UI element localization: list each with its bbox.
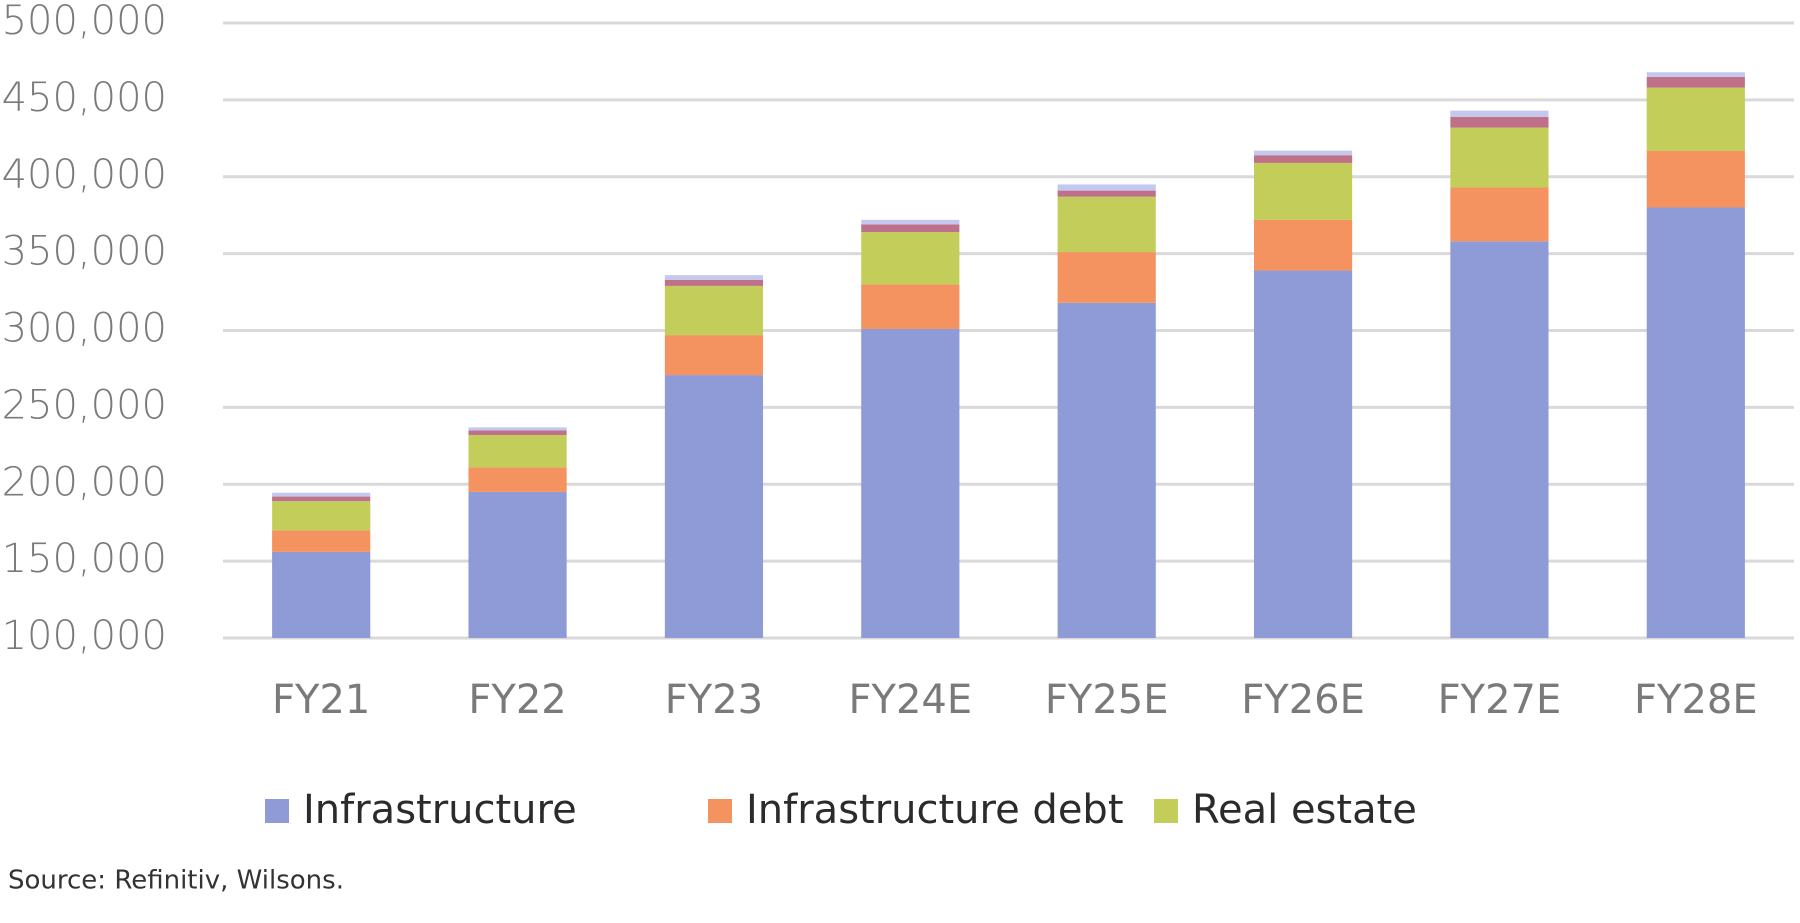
bar-segment <box>1450 110 1549 117</box>
legend-swatch <box>265 799 289 823</box>
bar-segment <box>861 328 960 638</box>
x-tick-label: FY27E <box>1438 677 1562 723</box>
y-tick-label: 250,000 <box>2 382 167 428</box>
bar-segment <box>468 427 567 431</box>
x-tick-label: FY21 <box>272 677 370 723</box>
bar-segment <box>1450 241 1549 638</box>
y-tick-label: 150,000 <box>2 536 167 582</box>
x-tick-label: FY26E <box>1241 677 1365 723</box>
bar-segment <box>1450 187 1549 242</box>
bar-segment <box>1450 116 1549 128</box>
y-tick-label: 100,000 <box>2 613 167 659</box>
bar-segment <box>468 491 567 638</box>
bar-segment <box>468 467 567 492</box>
x-tick-label: FY22 <box>468 677 566 723</box>
legend-swatch <box>1154 799 1178 823</box>
y-tick-label: 300,000 <box>2 306 167 352</box>
bar-segment <box>272 496 371 502</box>
y-tick-label: 200,000 <box>2 459 167 505</box>
x-tick-label: FY25E <box>1045 677 1169 723</box>
bar-segment <box>861 219 960 225</box>
bar-segment <box>1646 76 1745 88</box>
bar-segment <box>468 435 567 468</box>
bar-segment <box>664 285 764 336</box>
bar-segment <box>664 275 764 280</box>
bar-segment <box>468 430 567 436</box>
bar-segment <box>861 224 960 233</box>
bar-segment <box>272 551 371 638</box>
source-note: Source: Refinitiv, Wilsons. <box>8 866 344 896</box>
legend-label: Infrastructure <box>303 787 577 833</box>
bar-segment <box>1057 184 1156 191</box>
bar-segment <box>1646 87 1745 151</box>
bar-segment <box>272 501 371 531</box>
bar-segment <box>1646 72 1745 77</box>
bar-segment <box>1253 219 1353 271</box>
x-tick-label: FY28E <box>1634 677 1758 723</box>
bar-segment <box>1253 270 1353 638</box>
legend-label: Infrastructure debt <box>746 787 1124 833</box>
bar-segment <box>1253 162 1353 220</box>
bar-segment <box>1057 252 1156 303</box>
bar-segment <box>664 335 764 376</box>
y-tick-label: 350,000 <box>2 229 167 275</box>
bar-segment <box>664 279 764 286</box>
y-tick-label: 450,000 <box>2 75 167 121</box>
legend-swatch <box>708 799 732 823</box>
bar-segment <box>1057 196 1156 253</box>
bar-segment <box>272 492 371 497</box>
bar-segment <box>664 375 764 638</box>
x-tick-label: FY23 <box>665 677 763 723</box>
bar-segment <box>1057 302 1156 638</box>
bar-segment <box>1646 207 1745 638</box>
bar-segment <box>1646 150 1745 208</box>
x-tick-label: FY24E <box>849 677 973 723</box>
bar-segment <box>1450 127 1549 188</box>
bar-segment <box>861 232 960 285</box>
y-tick-label: 500,000 <box>2 0 167 44</box>
bar-segment <box>1253 150 1353 156</box>
bar-segment <box>1057 190 1156 197</box>
bar-segment <box>1253 155 1353 163</box>
bar-segment <box>861 284 960 329</box>
legend-label: Real estate <box>1192 787 1417 833</box>
bar-segment <box>272 530 371 552</box>
y-tick-label: 400,000 <box>2 152 167 198</box>
